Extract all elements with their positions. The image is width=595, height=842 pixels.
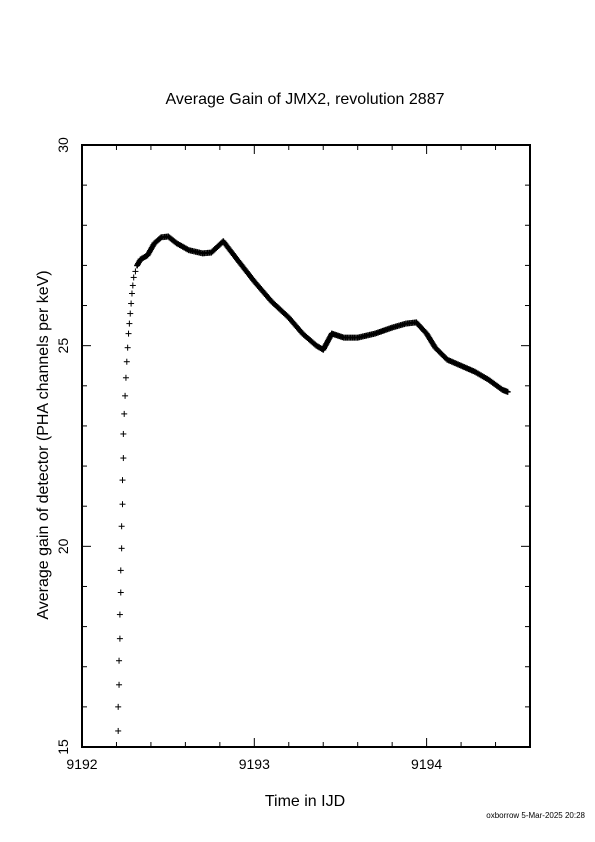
y-tick-label: 25 (55, 338, 71, 354)
chart-title: Average Gain of JMX2, revolution 2887 (166, 91, 445, 108)
x-tick-label: 9193 (239, 756, 270, 772)
data-point (116, 657, 123, 664)
data-point (130, 274, 137, 281)
data-point (123, 358, 130, 365)
x-tick-label: 9192 (66, 756, 97, 772)
data-point (132, 268, 139, 275)
data-point (122, 392, 129, 399)
data-point (127, 310, 134, 317)
data-point (116, 611, 123, 618)
plot-border (81, 144, 531, 748)
y-tick-label: 15 (55, 739, 71, 755)
data-point (504, 388, 511, 395)
data-point (118, 545, 125, 552)
data-point (122, 374, 129, 381)
data-point (129, 282, 136, 289)
data-point (117, 589, 124, 596)
plot-frame (81, 144, 531, 748)
data-point (117, 567, 124, 574)
data-point (125, 330, 132, 337)
data-point (119, 477, 126, 484)
data-series (115, 233, 511, 734)
data-point (115, 703, 122, 710)
data-point (116, 635, 123, 642)
data-point (120, 455, 127, 462)
data-point (128, 300, 135, 307)
data-point (120, 430, 127, 437)
data-point (128, 290, 135, 297)
y-tick-label: 30 (55, 137, 71, 153)
data-point (124, 344, 131, 351)
y-axis: 15 20 25 30 (55, 137, 530, 755)
x-axis: 9192 9193 9194 (66, 145, 531, 772)
data-point (119, 501, 126, 508)
data-point (115, 727, 122, 734)
data-point (126, 320, 133, 327)
x-tick-label: 9194 (411, 756, 442, 772)
data-point (116, 681, 123, 688)
y-axis-label: Average gain of detector (PHA channels p… (35, 270, 52, 619)
y-tick-label: 20 (55, 538, 71, 554)
x-axis-label: Time in IJD (265, 793, 345, 810)
footer-stamp: oxborrow 5-Mar-2025 20:28 (486, 811, 585, 820)
data-point (121, 410, 128, 417)
data-point (118, 523, 125, 530)
